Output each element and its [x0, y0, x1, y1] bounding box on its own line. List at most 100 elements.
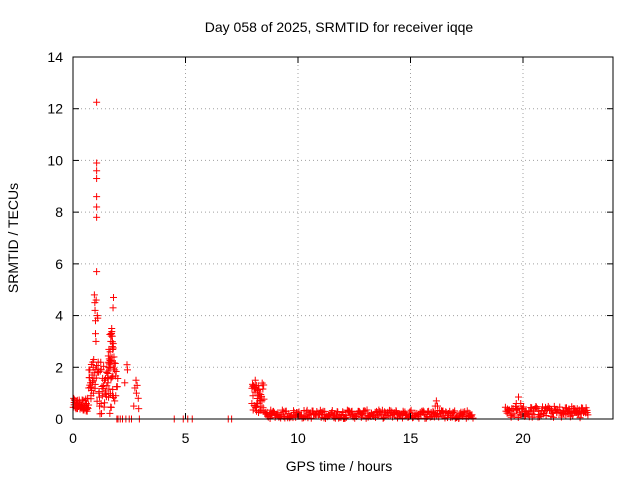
- data-point: [79, 406, 87, 414]
- data-point: [580, 407, 588, 415]
- data-point: [92, 330, 99, 338]
- data-point: [255, 392, 263, 400]
- data-point: [94, 358, 102, 366]
- data-point: [108, 325, 116, 332]
- data-point: [407, 406, 415, 414]
- data-point: [447, 410, 455, 418]
- data-point: [432, 397, 440, 405]
- data-point: [93, 203, 101, 211]
- data-point: [93, 213, 101, 221]
- data-point: [260, 395, 268, 403]
- data-point: [532, 403, 540, 411]
- x-tick-label: 15: [403, 430, 419, 446]
- data-point: [114, 374, 122, 382]
- data-point: [520, 403, 528, 411]
- data-point: [111, 366, 119, 374]
- data-point: [84, 404, 92, 412]
- data-point: [110, 293, 117, 301]
- data-point: [256, 397, 264, 405]
- y-axis: 0 2 4 6 8 10 12 14: [47, 49, 613, 427]
- data-point: [130, 402, 138, 410]
- y-tick-label: 2: [55, 359, 63, 375]
- data-point: [110, 353, 118, 361]
- data-point: [546, 406, 554, 414]
- data-point: [456, 411, 464, 419]
- data-point: [112, 367, 120, 375]
- data-point: [357, 410, 365, 418]
- data-point: [307, 414, 315, 422]
- y-tick-label: 10: [47, 152, 63, 168]
- data-point: [91, 306, 99, 314]
- data-point: [93, 193, 101, 201]
- x-axis-label: GPS time / hours: [286, 458, 393, 474]
- data-point: [87, 379, 95, 387]
- data-point: [375, 412, 383, 420]
- data-point: [510, 412, 518, 420]
- data-point: [109, 385, 117, 393]
- data-point: [107, 403, 115, 411]
- data-point: [438, 407, 446, 415]
- data-point: [553, 409, 561, 417]
- data-point: [92, 337, 100, 345]
- data-point: [88, 371, 96, 379]
- y-tick-label: 0: [55, 411, 63, 427]
- data-point: [133, 381, 141, 389]
- data-point: [135, 405, 143, 413]
- data-point: [252, 381, 260, 389]
- data-point: [93, 98, 101, 106]
- data-point: [132, 389, 140, 397]
- data-point: [465, 412, 473, 420]
- x-tick-label: 20: [515, 430, 531, 446]
- data-point: [132, 376, 140, 384]
- data-point: [542, 403, 549, 411]
- data-point: [550, 402, 558, 410]
- data-point: [550, 413, 558, 421]
- data-point: [251, 376, 259, 384]
- x-tick-label: 10: [290, 430, 306, 446]
- data-point: [304, 414, 312, 422]
- data-point: [267, 411, 275, 419]
- data-point: [111, 359, 119, 367]
- chart-title: Day 058 of 2025, SRMTID for receiver iqq…: [205, 19, 474, 35]
- data-point: [339, 409, 347, 417]
- data-point: [363, 406, 371, 414]
- data-point: [515, 393, 522, 401]
- data-point: [93, 159, 101, 167]
- data-point: [96, 410, 104, 418]
- data-point: [91, 380, 99, 388]
- data-point: [528, 410, 536, 418]
- data-point: [106, 356, 114, 364]
- y-tick-label: 8: [55, 204, 63, 220]
- data-point: [104, 352, 112, 360]
- data-point: [571, 405, 579, 413]
- data-point: [93, 268, 101, 276]
- data-point: [503, 407, 511, 415]
- data-point: [260, 381, 268, 389]
- data-point: [109, 344, 117, 352]
- data-point: [257, 402, 265, 410]
- data-point: [92, 296, 100, 304]
- data-point: [393, 410, 401, 418]
- data-point: [542, 412, 550, 420]
- data-point: [106, 348, 114, 356]
- data-point: [556, 403, 564, 411]
- data-point: [420, 409, 428, 417]
- data-point: [259, 385, 267, 393]
- data-point: [429, 407, 437, 415]
- data-point: [107, 337, 115, 345]
- data-point: [92, 374, 100, 382]
- data-point: [358, 411, 366, 419]
- data-point: [361, 407, 369, 415]
- data-point: [384, 411, 392, 419]
- data-point: [348, 407, 356, 415]
- data-point: [583, 409, 591, 417]
- data-point: [459, 408, 467, 416]
- data-point: [89, 363, 97, 371]
- data-point: [312, 411, 320, 419]
- data-point: [93, 175, 101, 183]
- data-point: [107, 358, 115, 366]
- data-point: [469, 414, 477, 422]
- data-point: [96, 367, 104, 375]
- y-tick-label: 12: [47, 101, 63, 117]
